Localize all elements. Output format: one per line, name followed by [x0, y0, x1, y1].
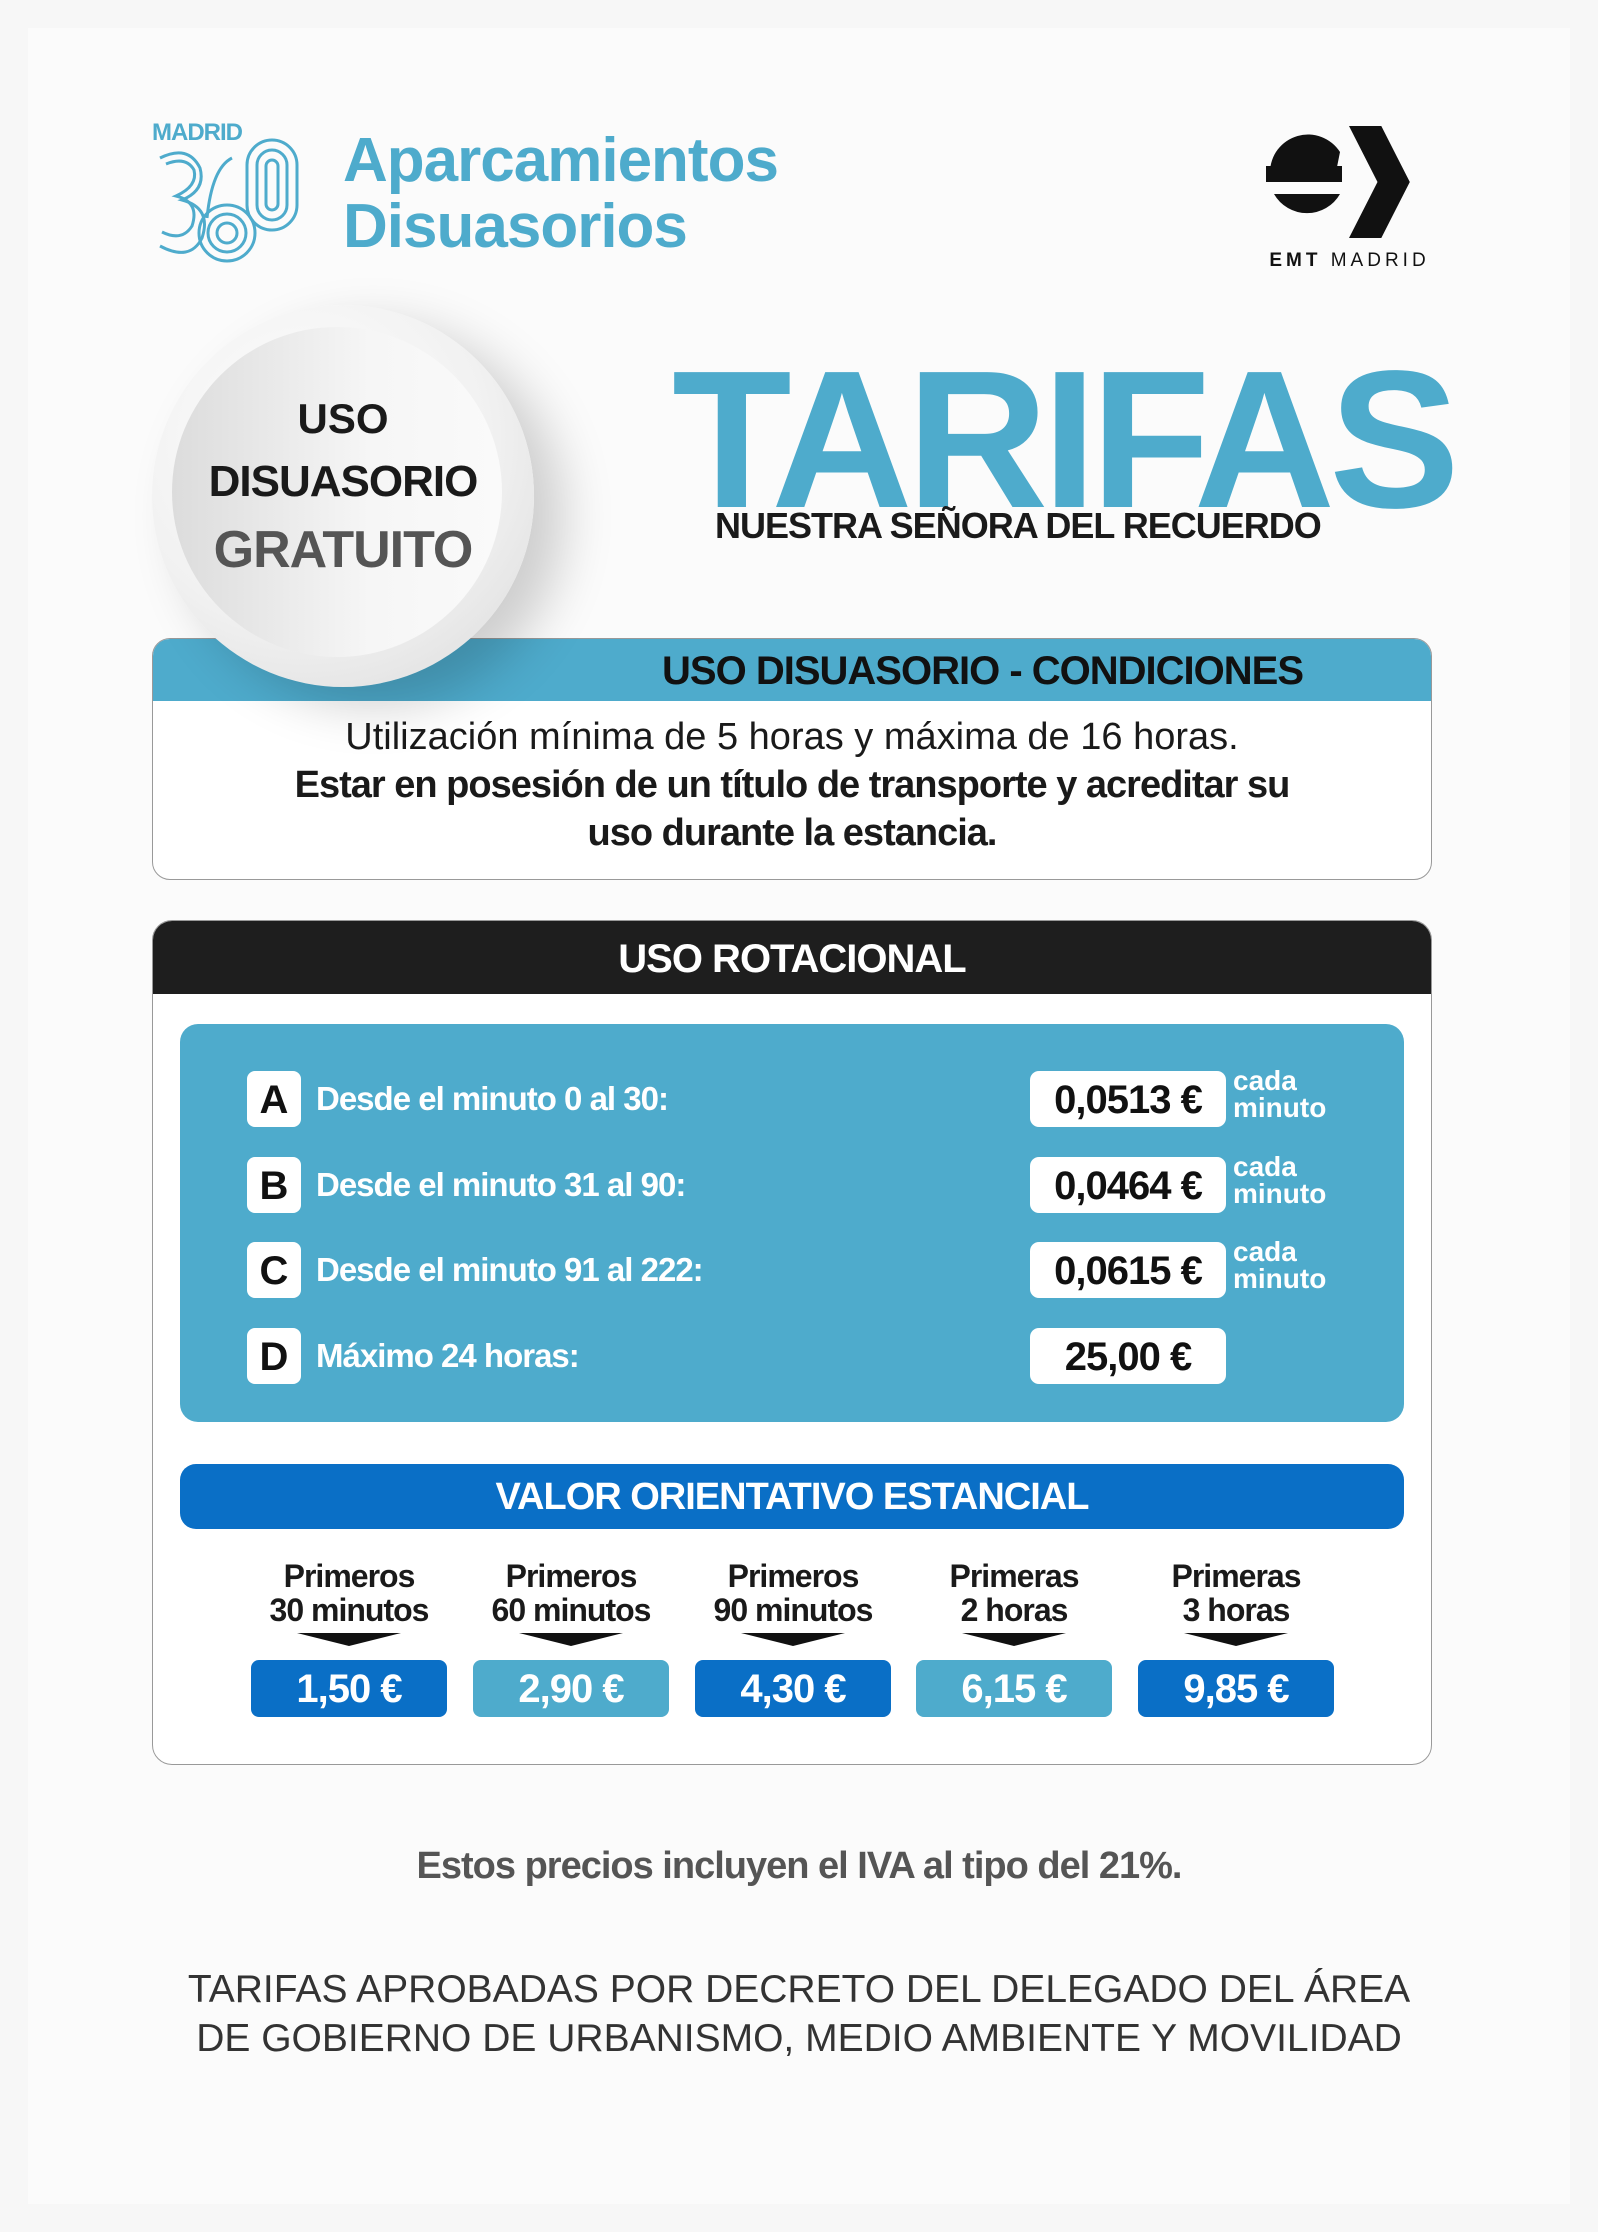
estimate-item: Primeros 60 minutos 2,90 € — [461, 1559, 681, 1717]
rate-label: Máximo 24 horas: — [316, 1337, 580, 1374]
arrow-down-icon — [519, 1633, 623, 1646]
conditions-line-2: Estar en posesión de un título de transp… — [294, 764, 1291, 806]
estimate-label: Primeras — [1171, 1558, 1302, 1594]
rate-letter: C — [247, 1242, 301, 1298]
estimate-item: Primeros 30 minutos 1,50 € — [239, 1559, 459, 1717]
rate-label: Desde el minuto 0 al 30: — [316, 1080, 669, 1117]
arrow-down-icon — [297, 1633, 401, 1646]
rate-panel: A Desde el minuto 0 al 30: 0,0513 € cada… — [180, 1024, 1404, 1422]
rotational-box: USO ROTACIONAL A Desde el minuto 0 al 30… — [152, 920, 1432, 1765]
estimate-item: Primeros 90 minutos 4,30 € — [683, 1559, 903, 1717]
emt-madrid-logo: EMT MADRID — [1262, 122, 1437, 277]
decree-line-2: DE GOBIERNO DE URBANISMO, MEDIO AMBIENTE… — [196, 2017, 1402, 2060]
rate-row: B Desde el minuto 31 al 90: 0,0464 € cad… — [180, 1153, 1404, 1213]
estimate-price: 9,85 € — [1138, 1660, 1334, 1717]
rate-unit: cada — [1233, 1151, 1297, 1182]
conditions-line-1: Utilización mínima de 5 horas y máxima d… — [345, 716, 1239, 758]
free-use-badge: USO DISUASORIO GRATUITO — [152, 305, 534, 687]
estimate-label: Primeros — [283, 1558, 416, 1594]
estimate-duration: 2 horas — [960, 1592, 1069, 1628]
estimate-price: 2,90 € — [473, 1660, 669, 1717]
app-title: Aparcamientos Disuasorios — [343, 126, 779, 261]
rate-row: C Desde el minuto 91 al 222: 0,0615 € ca… — [180, 1238, 1404, 1298]
rate-letter: D — [247, 1328, 301, 1384]
rate-unit: minuto — [1233, 1178, 1327, 1209]
badge-line-1: USO — [297, 395, 389, 442]
estimates-heading: VALOR ORIENTATIVO ESTANCIAL — [180, 1464, 1404, 1529]
estimate-label: Primeros — [505, 1558, 638, 1594]
rate-unit: minuto — [1233, 1092, 1327, 1123]
rate-price: 0,0464 € — [1030, 1157, 1226, 1213]
estimate-price: 4,30 € — [695, 1660, 891, 1717]
estimate-item: Primeras 3 horas 9,85 € — [1126, 1559, 1346, 1717]
rate-letter: B — [247, 1157, 301, 1213]
rate-letter: A — [247, 1071, 301, 1127]
emt-logo-icon — [1266, 126, 1410, 238]
location-subtitle: NUESTRA SEÑORA DEL RECUERDO — [715, 505, 1322, 546]
estimate-item: Primeras 2 horas 6,15 € — [904, 1559, 1124, 1717]
rate-label: Desde el minuto 91 al 222: — [316, 1251, 704, 1288]
rate-price: 25,00 € — [1030, 1328, 1226, 1384]
rotational-heading: USO ROTACIONAL — [153, 921, 1431, 994]
decree-line-1: TARIFAS APROBADAS POR DECRETO DEL DELEGA… — [187, 1968, 1411, 2011]
page-title: TARIFAS — [672, 330, 1460, 549]
rate-unit: minuto — [1233, 1263, 1327, 1294]
badge-line-2: DISUASORIO — [208, 457, 479, 506]
vat-note: Estos precios incluyen el IVA al tipo de… — [416, 1845, 1183, 1887]
estimate-label: Primeras — [949, 1558, 1080, 1594]
title-line-1: Aparcamientos — [343, 126, 779, 195]
estimate-price: 1,50 € — [251, 1660, 447, 1717]
rate-price: 0,0615 € — [1030, 1242, 1226, 1298]
arrow-down-icon — [741, 1633, 845, 1646]
estimate-duration: 60 minutos — [491, 1592, 652, 1628]
rate-row: A Desde el minuto 0 al 30: 0,0513 € cada… — [180, 1067, 1404, 1127]
rate-unit: cada — [1233, 1236, 1297, 1267]
rate-row: D Máximo 24 horas: 25,00 € — [180, 1328, 1404, 1384]
estimate-duration: 3 horas — [1182, 1592, 1291, 1628]
madrid-360-logo: MADRID — [152, 119, 299, 263]
emt-logo-text: EMT — [1269, 250, 1322, 271]
conditions-line-3: uso durante la estancia. — [587, 812, 998, 854]
svg-text:MADRID: MADRID — [152, 119, 243, 146]
estimate-price: 6,15 € — [916, 1660, 1112, 1717]
arrow-down-icon — [962, 1633, 1066, 1646]
madrid-logo-text: MADRID — [1330, 250, 1430, 271]
title-line-2: Disuasorios — [343, 192, 688, 261]
rate-unit: cada — [1233, 1065, 1297, 1096]
estimate-label: Primeros — [727, 1558, 860, 1594]
rate-label: Desde el minuto 31 al 90: — [316, 1166, 686, 1203]
estimate-duration: 90 minutos — [713, 1592, 874, 1628]
badge-line-3: GRATUITO — [213, 521, 474, 579]
decree-note: TARIFAS APROBADAS POR DECRETO DEL DELEGA… — [0, 1965, 1598, 2063]
arrow-down-icon — [1184, 1633, 1288, 1646]
rate-price: 0,0513 € — [1030, 1071, 1226, 1127]
estimate-duration: 30 minutos — [269, 1592, 430, 1628]
